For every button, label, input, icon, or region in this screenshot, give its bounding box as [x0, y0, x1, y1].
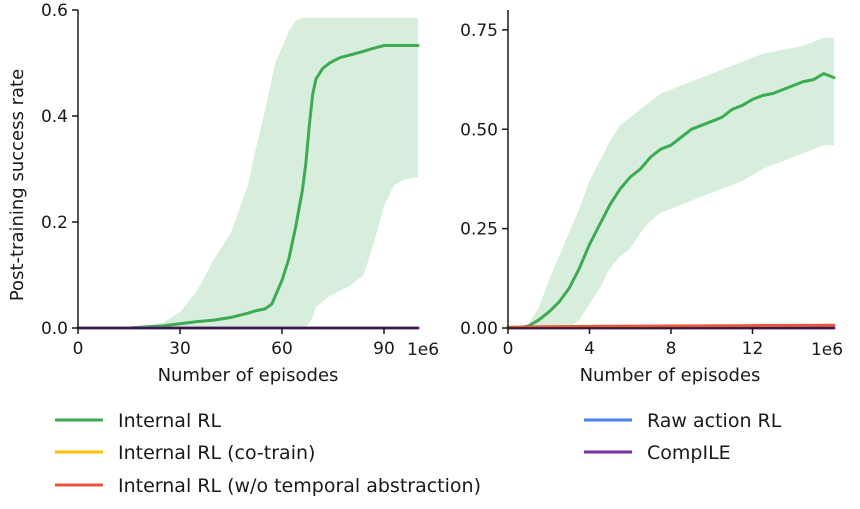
right-x-ticks: 0 4 8 12 — [503, 328, 764, 359]
legend-label-internal-rl-no-temporal: Internal RL (w/o temporal abstraction) — [118, 475, 481, 497]
left-band-internal-rl — [78, 17, 418, 329]
right-line-internal-rl — [506, 72, 836, 330]
legend-item-compile: CompILE — [584, 442, 731, 464]
legend-label-internal-rl: Internal RL — [118, 410, 221, 432]
left-x-offset-label: 1e6 — [407, 340, 439, 360]
left-x-tick-label: 30 — [169, 339, 191, 359]
right-y-ticks: 0.00 0.25 0.50 0.75 — [460, 21, 508, 339]
left-chart: Post-training success rate 0 30 60 90 0.00.… — [7, 1, 439, 386]
right-x-tick-label: 8 — [666, 339, 677, 359]
left-x-tick-label: 60 — [271, 339, 293, 359]
legend-label-compile: CompILE — [647, 442, 731, 464]
left-x-axis-label: Number of episodes — [158, 365, 339, 386]
left-line-internal-rl — [76, 44, 420, 330]
legend: Internal RL Internal RL (co-train) Inter… — [55, 410, 782, 497]
left-confidence-bands — [78, 17, 418, 329]
legend-label-internal-rl-co-train: Internal RL (co-train) — [118, 442, 315, 464]
right-y-tick-label: 0.00 — [460, 319, 498, 339]
legend-label-raw-action-rl: Raw action RL — [647, 410, 782, 432]
right-line-internal-rl-w-o-temporal-abstraction — [506, 323, 836, 329]
right-y-tick-label: 0.25 — [460, 220, 498, 240]
right-x-tick-label: 0 — [503, 339, 514, 359]
right-y-tick-label: 0.75 — [460, 21, 498, 41]
left-y-ticks: 0.0 0.2 0.4 0.6 — [41, 1, 78, 339]
left-y-tick-label: 0.6 — [41, 1, 68, 21]
legend-item-internal-rl-no-temporal: Internal RL (w/o temporal abstraction) — [55, 475, 481, 497]
left-x-tick-label: 0 — [73, 339, 84, 359]
legend-item-raw-action-rl: Raw action RL — [584, 410, 782, 432]
left-y-axis-label: Post-training success rate — [7, 69, 28, 301]
left-y-tick-label: 0.0 — [41, 319, 68, 339]
left-x-ticks: 0 30 60 90 — [73, 328, 395, 359]
right-x-tick-label: 4 — [584, 339, 595, 359]
right-x-axis-label: Number of episodes — [580, 365, 761, 386]
legend-item-internal-rl: Internal RL — [55, 410, 221, 432]
right-y-tick-label: 0.50 — [460, 120, 498, 140]
right-band-internal-rl — [508, 37, 834, 329]
legend-item-internal-rl-co-train: Internal RL (co-train) — [55, 442, 315, 464]
right-chart: 0 4 8 12 0.00 0.25 0.50 0.75 1e6 Number of epi… — [460, 10, 843, 386]
right-x-offset-label: 1e6 — [811, 340, 843, 360]
right-x-tick-label: 12 — [742, 339, 764, 359]
right-confidence-bands — [508, 37, 834, 329]
left-y-tick-label: 0.2 — [41, 213, 68, 233]
left-x-tick-label: 90 — [373, 339, 395, 359]
left-y-tick-label: 0.4 — [41, 107, 68, 127]
